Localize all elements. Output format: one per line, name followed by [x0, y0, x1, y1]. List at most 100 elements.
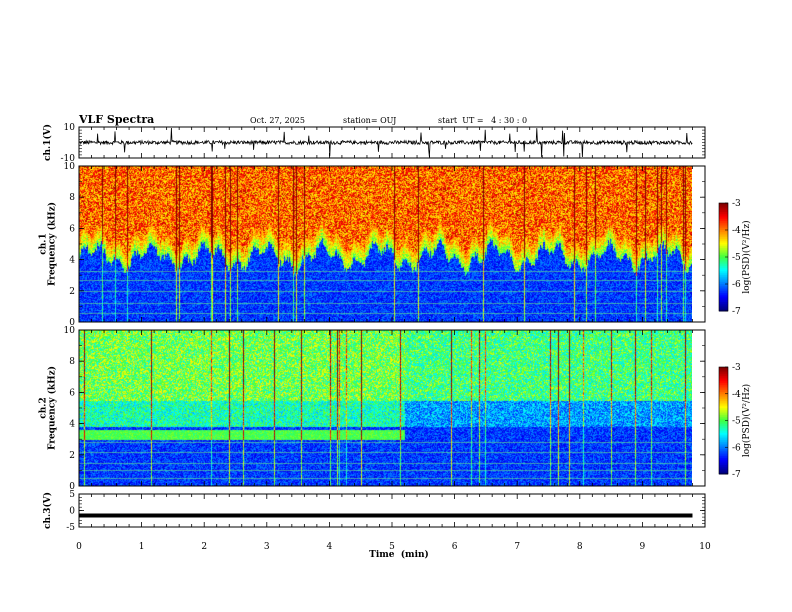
x-tick-label: 2 [201, 542, 207, 552]
ch1-spectrogram-ytick-label: 8 [69, 193, 75, 203]
colorbar-swatch [719, 309, 728, 312]
ch2-spectrogram-ylabel: ch.2 [39, 397, 49, 418]
colorbar-swatch [719, 276, 728, 280]
ch2-spectrogram-image [79, 330, 692, 486]
ch3-waveform-panel: 5 0 -5 ch.3(V) [42, 490, 706, 533]
ch2-spectrogram-ytick-label: 6 [69, 388, 75, 398]
colorbar-swatch [719, 284, 728, 287]
ch1-waveform-ytick-label: -10 [61, 154, 76, 164]
ch2-colorbar: -3 -4 -5 -6 -7 log(PSD)(V²/Hz) [718, 363, 752, 480]
colorbar-swatch [719, 427, 728, 430]
colorbar-swatch [719, 367, 728, 370]
colorbar-swatch [719, 395, 728, 398]
colorbar-swatch [719, 381, 728, 384]
colorbar-swatch [719, 244, 728, 247]
colorbar-swatch [719, 271, 728, 274]
colorbar-swatch [719, 441, 728, 445]
colorbar-swatch [719, 411, 728, 414]
colorbar-swatch [719, 418, 728, 421]
colorbar-swatch [719, 240, 728, 244]
x-tick-label: 4 [327, 542, 333, 552]
ch1-waveform-panel: 10 -10 ch.1(V) [42, 123, 706, 164]
colorbar-swatch [719, 440, 728, 443]
colorbar-swatch [719, 420, 728, 423]
colorbar-swatch [719, 246, 728, 249]
colorbar-tick-label: -3 [732, 199, 741, 209]
colorbar-swatch [719, 404, 728, 407]
colorbar-swatch [719, 221, 728, 224]
colorbar-swatch [719, 372, 728, 375]
colorbar-swatch [719, 303, 728, 307]
colorbar-swatch [719, 443, 728, 446]
colorbar-swatch [719, 377, 728, 380]
ch3-waveform-ytick-label: -5 [66, 523, 75, 533]
colorbar-swatch [719, 388, 728, 391]
colorbar-swatch [719, 413, 728, 416]
colorbar-swatch [719, 302, 728, 305]
colorbar-swatch [719, 452, 728, 455]
colorbar-swatch [719, 206, 728, 209]
colorbar-tick-label: -7 [732, 307, 741, 317]
colorbar-swatch [719, 219, 728, 222]
colorbar-swatch [719, 280, 728, 283]
colorbar-swatch [719, 390, 728, 393]
colorbar-tick-label: -7 [732, 470, 741, 480]
colorbar-swatch [719, 237, 728, 240]
colorbar-tick-label: -4 [732, 226, 741, 236]
ch3-waveform-ytick-label: 5 [69, 490, 75, 500]
ch1-waveform-trace [78, 127, 693, 158]
ch2-spectrogram-ytick-label: 4 [69, 420, 75, 430]
colorbar-swatch [719, 463, 728, 466]
ch1-waveform-ytick-label: 10 [64, 123, 76, 133]
ch1-spectrogram-ylabel: Frequency (kHz) [47, 202, 58, 286]
colorbar-swatch [719, 432, 728, 436]
ch1-spectrogram-ytick-label: 10 [64, 162, 76, 172]
colorbar-swatch [719, 249, 728, 253]
colorbar-swatch [719, 408, 728, 411]
ch1-spectrogram-image [79, 166, 692, 322]
colorbar-swatch [719, 449, 728, 452]
colorbar-swatch [719, 445, 728, 448]
colorbar-swatch [719, 434, 728, 438]
ch3-waveform-ytick-label: 0 [69, 507, 75, 517]
colorbar-swatch [719, 226, 728, 229]
colorbar-swatch [719, 447, 728, 450]
ch1-spectrogram-ytick-label: 4 [69, 256, 75, 266]
start-time-label: start UT = 4 : 30 : 0 [438, 116, 527, 125]
ch2-spectrogram-ytick-label: 0 [69, 482, 75, 492]
colorbar-swatch [719, 468, 728, 471]
colorbar-swatch [719, 454, 728, 457]
x-axis: 0 1 2 3 4 5 6 7 8 9 10 [76, 542, 711, 552]
x-tick-label: 7 [514, 542, 520, 552]
colorbar-swatch [719, 222, 728, 226]
ch2-spectrogram-ytick-label: 8 [69, 357, 75, 367]
colorbar-tick-label: -5 [732, 417, 741, 427]
colorbar-swatch [719, 402, 728, 405]
colorbar-swatch [719, 422, 728, 425]
colorbar-swatch [719, 307, 728, 310]
x-tick-label: 3 [264, 542, 270, 552]
colorbar-swatch [719, 203, 728, 206]
colorbar-swatch [719, 305, 728, 308]
colorbar-swatch [719, 424, 728, 427]
colorbar-tick-label: -4 [732, 390, 741, 400]
x-tick-label: 8 [577, 542, 583, 552]
colorbar-swatch [719, 251, 728, 254]
figure-title: VLF Spectra [78, 113, 154, 126]
colorbar-swatch [719, 213, 728, 217]
colorbar-swatch [719, 242, 728, 245]
x-tick-label: 10 [699, 542, 711, 552]
colorbar-swatch [719, 438, 728, 441]
colorbar-swatch [719, 262, 728, 265]
colorbar-swatch [719, 282, 728, 285]
colorbar-swatch [719, 298, 728, 301]
colorbar-swatch [719, 255, 728, 258]
colorbar-swatch [719, 204, 728, 208]
colorbar-swatch [719, 269, 728, 272]
colorbar-swatch [719, 461, 728, 464]
colorbar-swatch [719, 472, 728, 475]
colorbar-swatch [719, 275, 728, 278]
station-label: station= OUJ [343, 116, 396, 125]
colorbar-swatch [719, 397, 728, 400]
colorbar-swatch [719, 391, 728, 395]
